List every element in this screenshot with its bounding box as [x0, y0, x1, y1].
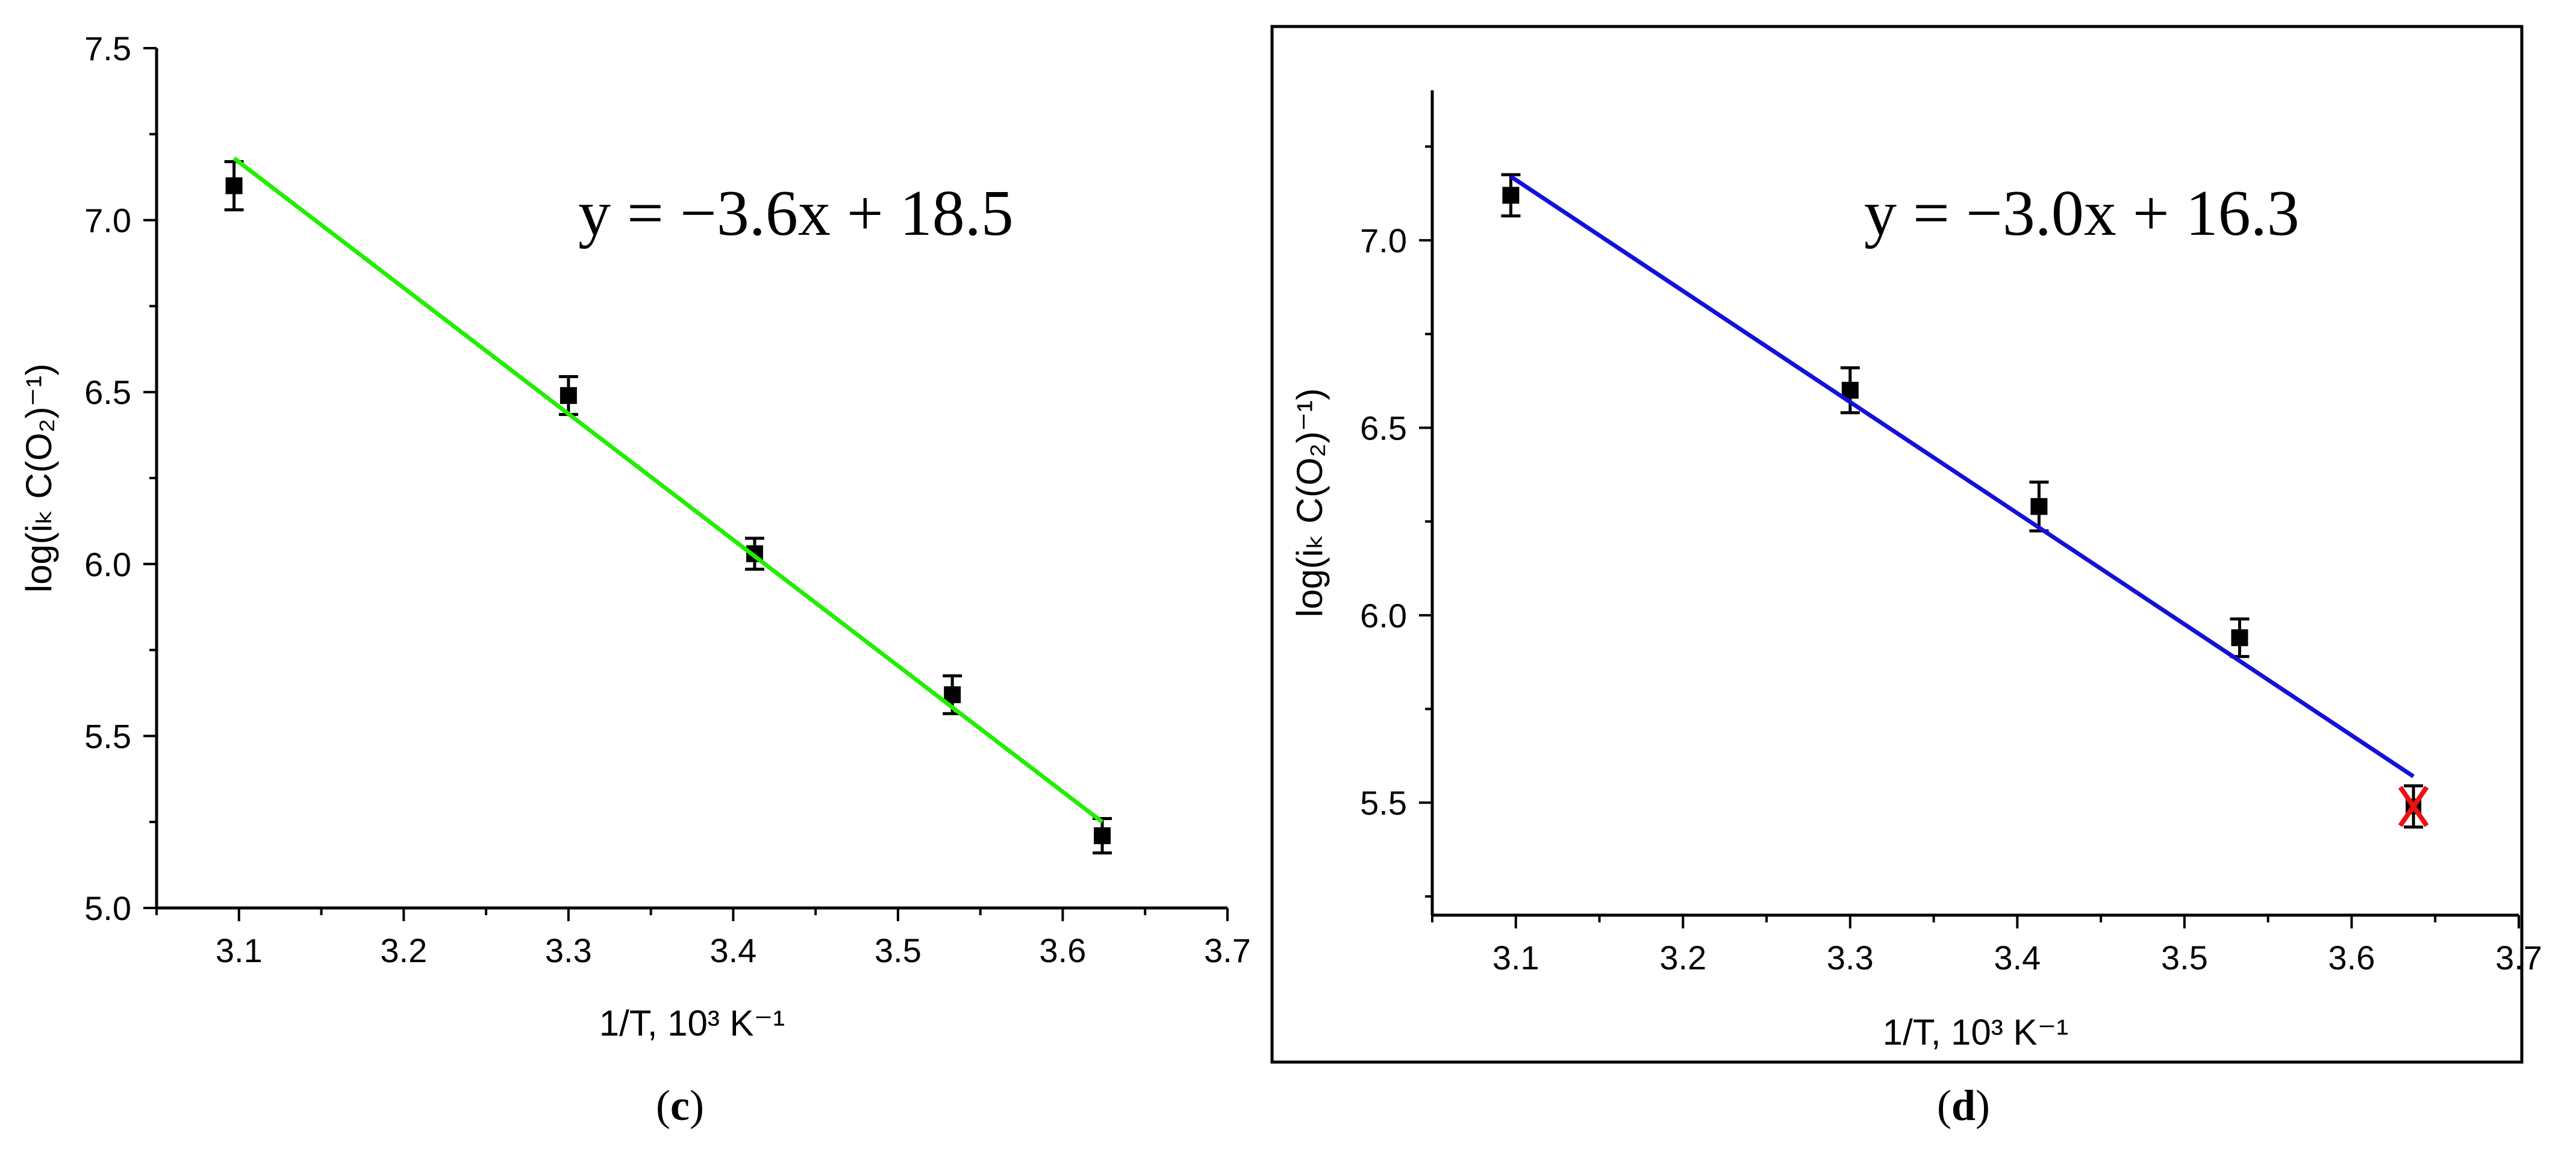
x-tick-label-c: 3.6 — [1040, 931, 1087, 969]
x-tick-label-d: 3.5 — [2161, 939, 2208, 977]
fit-line-c — [232, 157, 1104, 824]
y-tick-label-c: 6.5 — [84, 373, 131, 411]
x-tick-label-d: 3.7 — [2495, 939, 2542, 977]
x-tick-label-c: 3.4 — [709, 931, 756, 969]
x-tick-label-c: 3.2 — [380, 931, 427, 969]
panel-c: 3.1 3.2 3.3 3.4 3.5 3.6 3.7 5.0 5.5 6.0 6.5 7.0 7.5 y… — [19, 30, 1251, 1130]
y-axis-label-c: log(iₖ C(O₂)⁻¹) — [19, 364, 59, 592]
fit-equation-c: y = −3.6x + 18.5 — [578, 178, 1014, 249]
data-point-d — [2030, 498, 2048, 515]
x-axis-label-d: 1/T, 10³ K⁻¹ — [1883, 1012, 2068, 1052]
data-point-d — [2231, 629, 2248, 647]
excluded-point-mark-d — [2398, 786, 2429, 827]
x-tick-label-d: 3.3 — [1827, 939, 1874, 977]
y-tick-label-c: 5.5 — [84, 717, 131, 755]
fit-equation-d: y = −3.0x + 16.3 — [1864, 178, 2300, 249]
x-axis-label-c: 1/T, 10³ K⁻¹ — [599, 1003, 785, 1043]
y-tick-label-c: 6.0 — [84, 545, 131, 583]
x-tick-label-d: 3.6 — [2328, 939, 2375, 977]
x-tick-label-c: 3.5 — [875, 931, 922, 969]
data-point-c — [1094, 827, 1111, 845]
x-tick-label-d: 3.2 — [1659, 939, 1706, 977]
panel-d: 3.1 3.2 3.3 3.4 3.5 3.6 3.7 5.5 6.0 6.5 7.0 y = −3.… — [1290, 90, 2542, 1130]
data-point-c — [560, 387, 577, 404]
x-tick-label-c: 3.1 — [216, 931, 263, 969]
y-tick-label-c: 5.0 — [84, 889, 131, 927]
y-tick-label-c: 7.0 — [84, 202, 131, 240]
y-tick-label-d: 6.0 — [1360, 597, 1407, 635]
data-point-d — [1502, 187, 1520, 204]
x-tick-label-c: 3.7 — [1204, 931, 1251, 969]
x-tick-label-d: 3.4 — [1994, 939, 2041, 977]
data-point-c — [225, 177, 243, 194]
x-tick-label-d: 3.1 — [1492, 939, 1539, 977]
data-point-c — [944, 686, 961, 703]
y-tick-label-c: 7.5 — [84, 30, 131, 67]
panel-label-c: (c) — [656, 1081, 704, 1130]
panel-label-d: (d) — [1937, 1081, 1990, 1130]
y-tick-label-d: 5.5 — [1360, 784, 1407, 822]
panel-d-frame — [1270, 25, 2524, 1064]
x-tick-label-c: 3.3 — [545, 931, 592, 969]
y-tick-label-d: 6.5 — [1360, 409, 1407, 447]
y-axis-label-d: log(iₖ C(O₂)⁻¹) — [1290, 388, 1330, 617]
y-tick-label-d: 7.0 — [1360, 222, 1407, 260]
fit-line-d — [1509, 175, 2415, 779]
